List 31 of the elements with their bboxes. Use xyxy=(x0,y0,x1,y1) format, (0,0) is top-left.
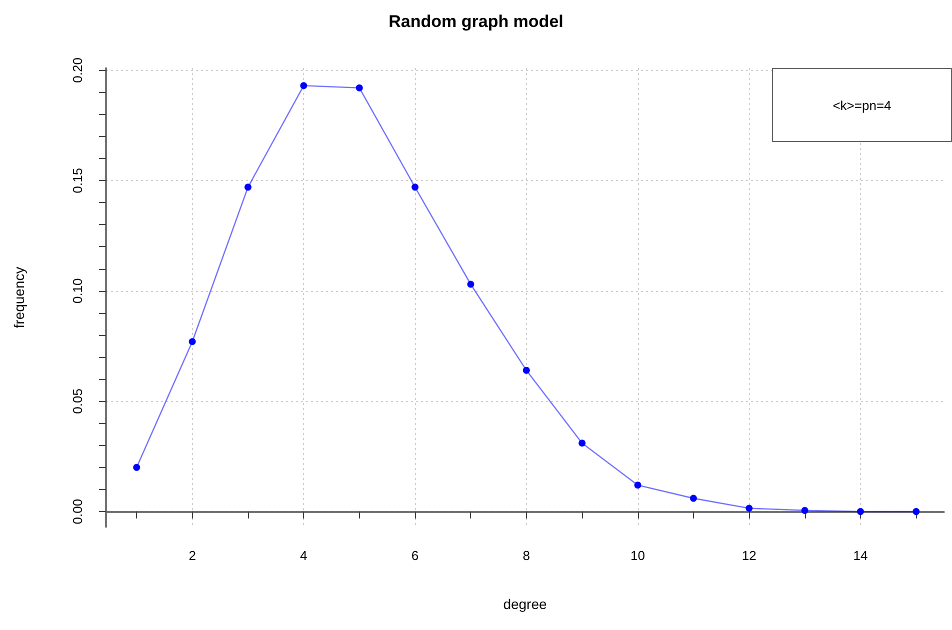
point xyxy=(856,508,864,516)
point xyxy=(356,84,363,92)
x-tick-label: 2 xyxy=(188,548,196,563)
y-tick-label: 0.15 xyxy=(70,168,85,194)
point xyxy=(690,494,697,502)
y-tick-label: 0.05 xyxy=(70,388,85,414)
point xyxy=(746,504,753,512)
point xyxy=(912,508,920,516)
point xyxy=(801,506,808,514)
x-tick-label: 14 xyxy=(853,548,868,563)
y-tick-label: 0.10 xyxy=(70,278,85,304)
point xyxy=(412,184,419,191)
y-axis-title: frequency xyxy=(11,266,27,328)
x-axis-title: degree xyxy=(503,596,548,612)
y-tick-label: 0.20 xyxy=(70,58,85,83)
point xyxy=(244,184,252,191)
chart-title: Random graph model xyxy=(388,12,564,31)
x-tick-label: 10 xyxy=(630,548,645,563)
x-tick-label: 12 xyxy=(742,548,756,563)
x-tick-label: 8 xyxy=(522,548,530,563)
point xyxy=(522,366,530,374)
point xyxy=(578,440,586,447)
point xyxy=(634,482,642,489)
point xyxy=(133,464,140,471)
point xyxy=(467,280,474,288)
x-tick-label: 4 xyxy=(300,548,308,563)
note-box: <k>=pn=4 xyxy=(772,68,952,142)
x-tick-label: 6 xyxy=(411,548,419,563)
point xyxy=(188,338,196,346)
point xyxy=(300,82,308,90)
y-tick-label: 0.00 xyxy=(70,498,85,524)
